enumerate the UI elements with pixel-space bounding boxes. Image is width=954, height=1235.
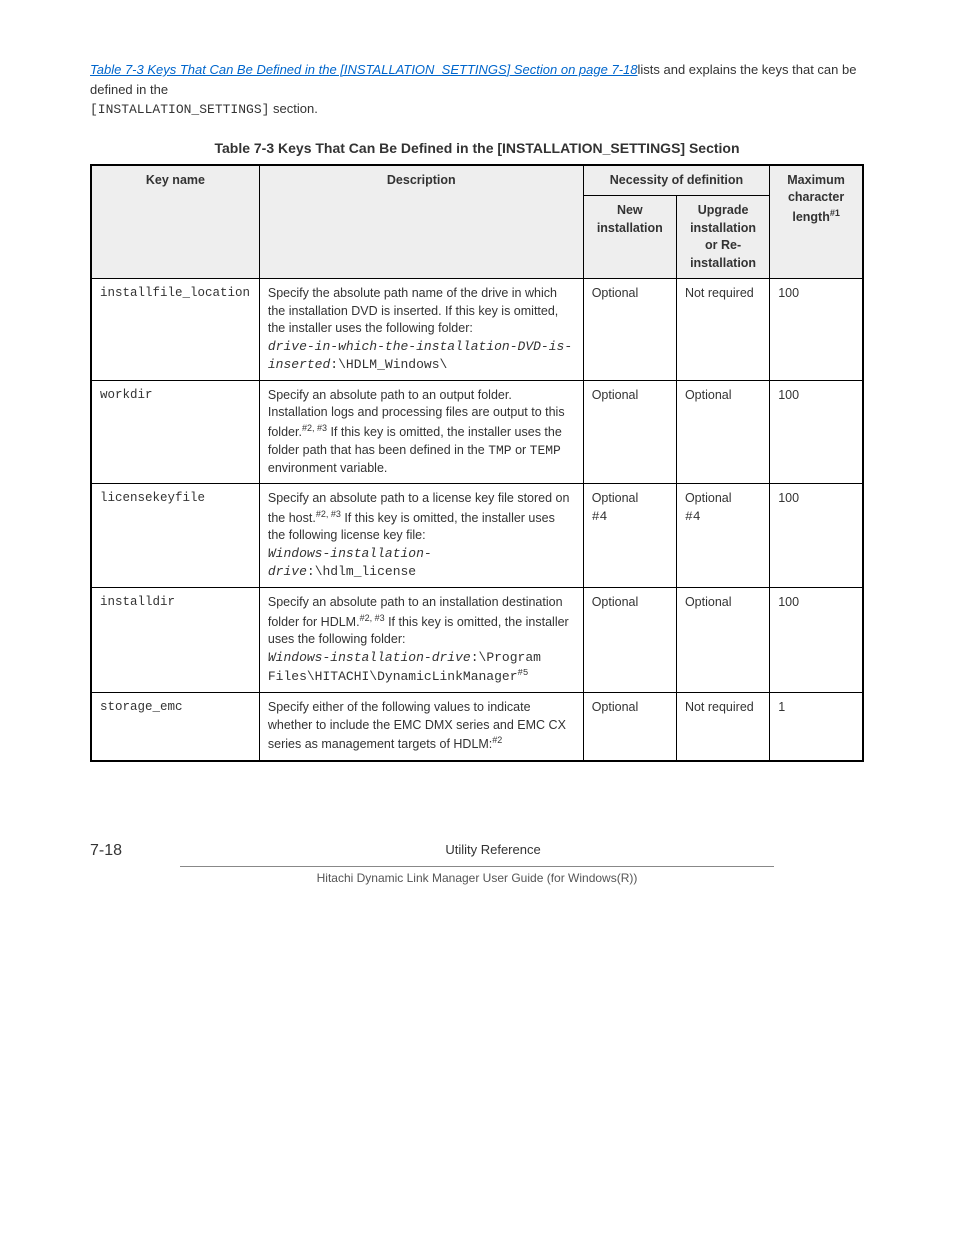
desc-sup: #2, #3	[302, 423, 327, 433]
cell-desc: Specify an absolute path to a license ke…	[259, 484, 583, 588]
table-title: Table 7-3 Keys That Can Be Defined in th…	[90, 140, 864, 156]
desc-text-4: environment variable.	[268, 461, 388, 475]
cell-upg-text: Optional	[685, 491, 732, 505]
cell-desc: Specify the absolute path name of the dr…	[259, 279, 583, 381]
page-number: 7-18	[90, 842, 122, 860]
section-name-code: [INSTALLATION_SETTINGS]	[90, 102, 269, 117]
cell-max: 1	[770, 693, 863, 761]
desc-text: Specify either of the following values t…	[268, 700, 566, 751]
cell-desc: Specify either of the following values t…	[259, 693, 583, 761]
cell-key: installfile_location	[91, 279, 259, 381]
desc-code-italic: Windows-installation-drive	[268, 650, 471, 665]
cell-max: 100	[770, 588, 863, 693]
cell-new: Optional	[583, 380, 676, 483]
col-new-header: New installation	[583, 196, 676, 279]
cell-upg-sup: #4	[685, 509, 701, 524]
desc-inline-code-1: TMP	[488, 443, 511, 458]
cell-max: 100	[770, 279, 863, 381]
cell-key: storage_emc	[91, 693, 259, 761]
page-footer: 7-18 Utility Reference	[90, 842, 864, 860]
table-reference-link[interactable]: Table 7-3 Keys That Can Be Defined in th…	[90, 62, 638, 77]
table-row: installdir Specify an absolute path to a…	[91, 588, 863, 693]
cell-new-sup: #4	[592, 509, 608, 524]
cell-new: Optional	[583, 279, 676, 381]
intro-paragraph: Table 7-3 Keys That Can Be Defined in th…	[90, 60, 864, 120]
col-necessity-header: Necessity of definition	[583, 165, 770, 196]
cell-new-text: Optional	[592, 491, 639, 505]
cell-upg: Optional	[676, 588, 769, 693]
cell-key: installdir	[91, 588, 259, 693]
footer-subtitle: Hitachi Dynamic Link Manager User Guide …	[90, 871, 864, 885]
cell-desc: Specify an absolute path to an output fo…	[259, 380, 583, 483]
cell-upg: Not required	[676, 693, 769, 761]
cell-new: Optional	[583, 693, 676, 761]
cell-desc: Specify an absolute path to an installat…	[259, 588, 583, 693]
settings-table: Key name Description Necessity of defini…	[90, 164, 864, 763]
cell-max: 100	[770, 380, 863, 483]
cell-upg: Optional #4	[676, 484, 769, 588]
cell-upg: Optional	[676, 380, 769, 483]
table-row: storage_emc Specify either of the follow…	[91, 693, 863, 761]
desc-sup: #2, #3	[360, 613, 385, 623]
desc-code: :\hdlm_license	[307, 564, 416, 579]
table-row: installfile_location Specify the absolut…	[91, 279, 863, 381]
col-desc-header: Description	[259, 165, 583, 279]
cell-new: Optional	[583, 588, 676, 693]
col-max-sup: #1	[830, 208, 840, 218]
col-upg-header: Upgrade installation or Re-installation	[676, 196, 769, 279]
cell-max: 100	[770, 484, 863, 588]
desc-text-3: or	[512, 443, 530, 457]
desc-code-sup: #5	[518, 668, 529, 678]
desc-text: Specify the absolute path name of the dr…	[268, 286, 558, 335]
table-header-row-1: Key name Description Necessity of defini…	[91, 165, 863, 196]
desc-sup: #2	[492, 735, 502, 745]
footer-title: Utility Reference	[90, 842, 864, 857]
footer-divider	[180, 866, 774, 867]
table-row: workdir Specify an absolute path to an o…	[91, 380, 863, 483]
cell-upg: Not required	[676, 279, 769, 381]
cell-key: workdir	[91, 380, 259, 483]
col-max-header: Maximum character length#1	[770, 165, 863, 279]
cell-new: Optional #4	[583, 484, 676, 588]
table-row: licensekeyfile Specify an absolute path …	[91, 484, 863, 588]
col-key-header: Key name	[91, 165, 259, 279]
cell-key: licensekeyfile	[91, 484, 259, 588]
desc-code: :\HDLM_Windows\	[330, 357, 447, 372]
table-body: installfile_location Specify the absolut…	[91, 279, 863, 762]
desc-inline-code-2: TEMP	[530, 443, 561, 458]
desc-sup: #2, #3	[316, 509, 341, 519]
intro-text-2: section.	[269, 101, 317, 116]
